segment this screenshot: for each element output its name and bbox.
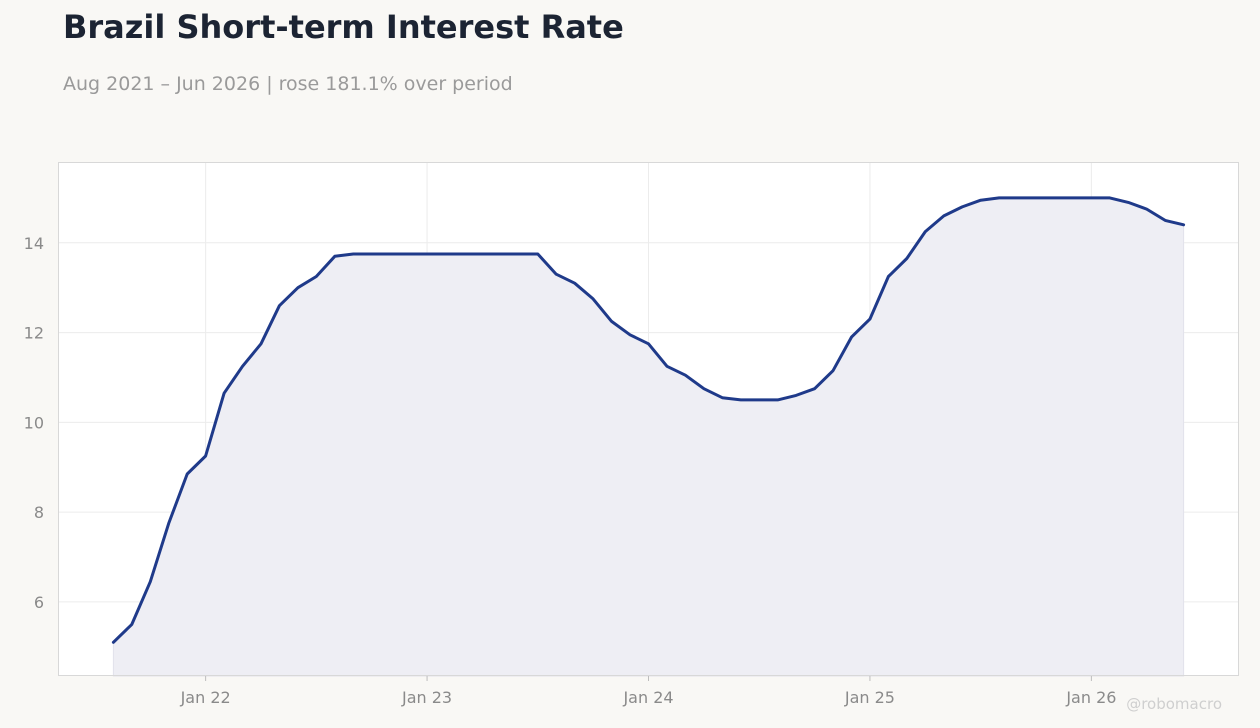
data-point bbox=[347, 248, 359, 260]
data-point bbox=[919, 226, 931, 238]
data-point bbox=[181, 468, 193, 480]
chart-title: Brazil Short-term Interest Rate bbox=[63, 8, 624, 46]
data-point bbox=[1085, 192, 1097, 204]
data-point bbox=[421, 248, 433, 260]
plot-frame bbox=[58, 162, 1239, 676]
data-point bbox=[956, 201, 968, 213]
data-point bbox=[144, 576, 156, 588]
data-point bbox=[440, 248, 452, 260]
x-tick-label: Jan 22 bbox=[180, 688, 231, 707]
data-point bbox=[495, 248, 507, 260]
data-point bbox=[163, 517, 175, 529]
chart-subtitle: Aug 2021 – Jun 2026 | rose 181.1% over p… bbox=[63, 73, 513, 95]
data-point bbox=[1178, 219, 1190, 231]
series-line bbox=[111, 196, 1186, 644]
data-point bbox=[993, 192, 1005, 204]
data-point bbox=[550, 268, 562, 280]
y-tick-label: 14 bbox=[24, 234, 44, 253]
data-point bbox=[643, 338, 655, 350]
data-point bbox=[772, 394, 784, 406]
x-tick-label: Jan 24 bbox=[622, 688, 673, 707]
data-point bbox=[218, 387, 230, 399]
data-point bbox=[403, 248, 415, 260]
data-point bbox=[1049, 192, 1061, 204]
data-point bbox=[458, 248, 470, 260]
data-point bbox=[1159, 214, 1171, 226]
data-point bbox=[882, 271, 894, 283]
data-point bbox=[624, 329, 636, 341]
data-point bbox=[273, 300, 285, 312]
x-axis-ticks: Jan 22 Jan 23 Jan 24 Jan 25 Jan 26 bbox=[180, 676, 1116, 707]
data-point bbox=[329, 250, 341, 262]
data-point bbox=[716, 392, 728, 404]
x-tick-label: Jan 25 bbox=[844, 688, 895, 707]
data-point bbox=[1067, 192, 1079, 204]
y-axis-ticks: 6 8 10 12 14 bbox=[24, 234, 44, 612]
data-point bbox=[661, 360, 673, 372]
data-point bbox=[569, 277, 581, 289]
data-point bbox=[1141, 203, 1153, 215]
watermark: @robomacro bbox=[1126, 695, 1222, 713]
data-point bbox=[255, 338, 267, 350]
data-point bbox=[384, 248, 396, 260]
data-point bbox=[606, 315, 618, 327]
data-point bbox=[107, 636, 119, 648]
data-point bbox=[126, 618, 138, 630]
y-tick-label: 8 bbox=[34, 503, 44, 522]
data-point bbox=[1012, 192, 1024, 204]
data-point bbox=[827, 365, 839, 377]
data-point bbox=[809, 383, 821, 395]
data-point bbox=[1122, 196, 1134, 208]
y-tick-label: 10 bbox=[24, 413, 44, 432]
data-point bbox=[790, 389, 802, 401]
data-point bbox=[679, 369, 691, 381]
data-point bbox=[476, 248, 488, 260]
data-point bbox=[846, 331, 858, 343]
data-point bbox=[975, 194, 987, 206]
data-point bbox=[513, 248, 525, 260]
y-tick-label: 6 bbox=[34, 593, 44, 612]
data-point bbox=[735, 394, 747, 406]
data-point bbox=[366, 248, 378, 260]
data-point bbox=[698, 383, 710, 395]
data-point bbox=[864, 313, 876, 325]
data-point bbox=[587, 293, 599, 305]
data-point bbox=[310, 271, 322, 283]
data-point bbox=[1030, 192, 1042, 204]
data-point bbox=[753, 394, 765, 406]
x-tick-label: Jan 26 bbox=[1065, 688, 1116, 707]
data-point bbox=[200, 450, 212, 462]
data-point bbox=[237, 360, 249, 372]
data-point bbox=[292, 282, 304, 294]
y-tick-label: 12 bbox=[24, 324, 44, 343]
data-point bbox=[1104, 192, 1116, 204]
x-tick-label: Jan 23 bbox=[401, 688, 452, 707]
data-point bbox=[532, 248, 544, 260]
data-point bbox=[938, 210, 950, 222]
data-point bbox=[901, 253, 913, 265]
